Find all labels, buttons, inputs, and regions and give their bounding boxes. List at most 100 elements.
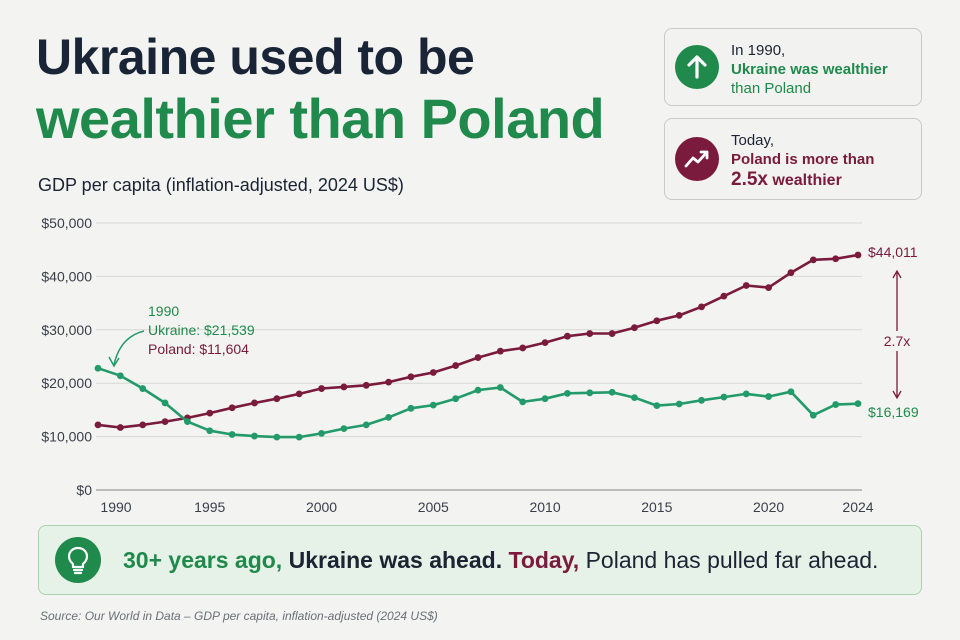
ukraine-point (116, 372, 124, 380)
poland-end-label: $44,011 (868, 244, 918, 260)
card-1990-line-2: than Poland (731, 80, 812, 97)
ukraine-point (675, 400, 683, 408)
poland-point (742, 282, 750, 289)
x-tick-label: 2024 (842, 499, 873, 515)
arrow-up-icon (675, 45, 719, 89)
annotation-pointer-head (108, 356, 120, 368)
takeaway-part-2: Ukraine was ahead. (282, 547, 503, 573)
ukraine-point (765, 393, 772, 400)
ukraine-point (139, 385, 147, 392)
x-tick-label: 2015 (641, 499, 672, 515)
ukraine-point (541, 395, 549, 403)
chart-subtitle: GDP per capita (inflation-adjusted, 2024… (38, 175, 404, 195)
gdp-line-chart: $0 $10,000 $20,000 $30,000 $40,000 $50,000 199… (41, 215, 918, 515)
card-today: Today, Poland is more than 2.5x wealthie… (664, 118, 922, 200)
poland-point (206, 409, 214, 417)
ukraine-point (564, 389, 571, 397)
poland-point (698, 303, 705, 311)
poland-point (452, 362, 460, 369)
poland-point (787, 269, 795, 277)
annotation-ukraine-1990: Ukraine: $21,539 (148, 322, 255, 338)
source-note: Source: Our World in Data – GDP per capi… (40, 609, 438, 623)
card-1990: In 1990, Ukraine was wealthier than Pola… (664, 28, 922, 106)
ukraine-point (809, 411, 817, 419)
ukraine-point (496, 384, 504, 391)
ukraine-point (94, 364, 102, 372)
poland-point (608, 330, 616, 337)
takeaway-part-1: 30+ years ago, (123, 547, 283, 573)
ukraine-point (720, 393, 728, 401)
card-today-line-1: Poland is more than (731, 151, 875, 168)
ukraine-point (787, 388, 795, 396)
poland-point (564, 332, 571, 340)
ukraine-point (474, 386, 482, 394)
takeaway-banner: 30+ years ago, Ukraine was ahead. Today,… (38, 525, 922, 595)
poland-point (519, 344, 527, 352)
ukraine-point (206, 427, 214, 435)
card-today-ratio: 2.5x (731, 169, 768, 190)
poland-point (541, 339, 549, 347)
annotation-poland-1990: Poland: $11,604 (148, 341, 249, 357)
ukraine-point (251, 432, 258, 440)
poland-point (429, 369, 437, 376)
poland-point (407, 373, 415, 381)
poland-point (116, 424, 124, 431)
poland-point (720, 292, 728, 300)
ukraine-point (362, 421, 370, 429)
y-tick-label: $20,000 (41, 375, 92, 391)
poland-point (832, 255, 840, 263)
card-today-lead: Today, (731, 132, 775, 149)
y-tick-label: $50,000 (41, 215, 92, 231)
poland-point (273, 395, 281, 403)
poland-point (94, 421, 102, 429)
poland-point (251, 399, 258, 407)
poland-point (161, 418, 169, 426)
ukraine-point (519, 398, 527, 406)
poland-point (340, 383, 348, 391)
ukraine-point (742, 390, 750, 398)
poland-point (318, 385, 325, 392)
poland-point (228, 404, 236, 412)
x-tick-label: 2005 (418, 499, 449, 515)
ukraine-point (228, 431, 236, 438)
ukraine-point (586, 389, 594, 397)
ukraine-point (295, 433, 303, 441)
x-tick-label: 1995 (194, 499, 225, 515)
poland-point (586, 330, 594, 337)
ukraine-point (161, 399, 169, 407)
x-tick-label: 2000 (306, 499, 337, 515)
y-tick-label: $40,000 (41, 268, 92, 284)
poland-point (653, 317, 661, 325)
ukraine-point (340, 425, 348, 432)
ukraine-point (184, 418, 191, 426)
poland-point (631, 324, 638, 332)
card-1990-lead: In 1990, (731, 42, 786, 59)
x-tick-label: 2020 (753, 499, 784, 515)
ukraine-point (653, 402, 661, 410)
poland-point (295, 390, 303, 398)
annotation-year: 1990 (148, 303, 179, 319)
y-tick-label: $10,000 (41, 429, 92, 445)
poland-point (139, 421, 147, 429)
poland-point (809, 256, 817, 264)
takeaway-part-4: Poland has pulled far ahead. (579, 547, 879, 573)
ukraine-point (698, 396, 705, 404)
takeaway-part-3: Today, (502, 547, 580, 573)
takeaway-text: 30+ years ago, Ukraine was ahead. Today,… (123, 547, 878, 574)
headline-line-2: wealthier than Poland (36, 87, 605, 150)
ukraine-point (385, 413, 392, 421)
poland-point (675, 311, 683, 319)
card-today-word: wealthier (767, 172, 842, 189)
ukraine-point (318, 429, 325, 437)
y-tick-label: $30,000 (41, 322, 92, 338)
poland-point (362, 381, 370, 389)
ukraine-point (631, 394, 638, 402)
headline-line-1: Ukraine used to be (36, 29, 475, 85)
x-tick-label: 2010 (529, 499, 560, 515)
ukraine-point (429, 401, 437, 409)
ukraine-point (608, 388, 616, 396)
y-tick-label: $0 (76, 482, 92, 498)
poland-point (474, 354, 482, 361)
annotation-pointer-arrow (113, 330, 145, 366)
poland-point (854, 251, 862, 259)
